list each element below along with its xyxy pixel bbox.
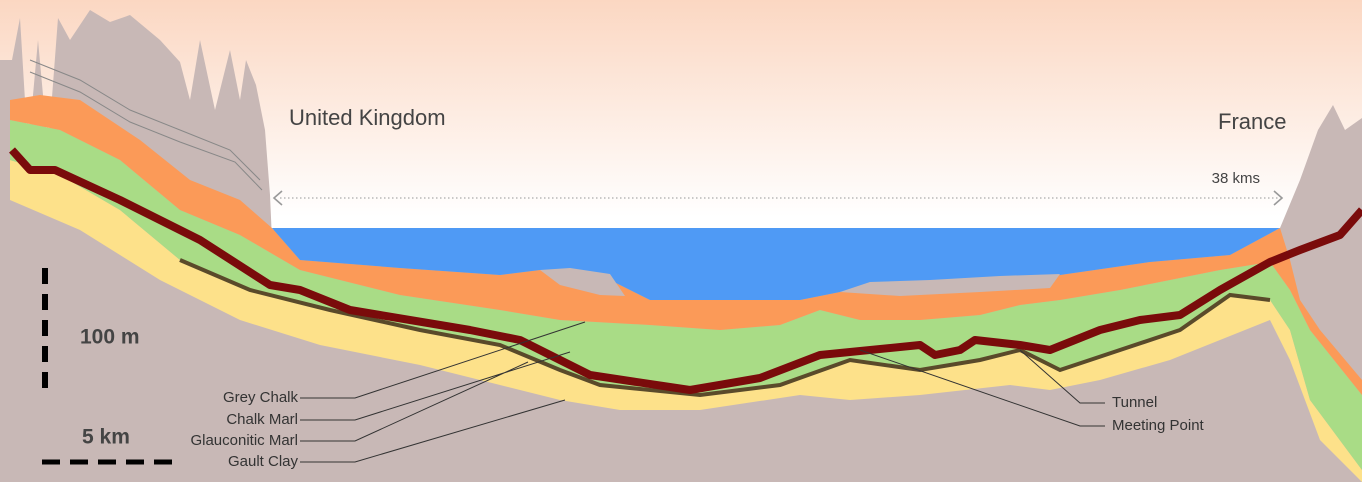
country-label: France — [1218, 109, 1286, 134]
layer-label: Grey Chalk — [223, 389, 299, 406]
callout-label: Tunnel — [1112, 394, 1157, 411]
scale-label: 5 km — [82, 426, 130, 449]
layer-label: Gault Clay — [228, 453, 299, 470]
layer-label: Chalk Marl — [226, 411, 298, 428]
callout-label: Meeting Point — [1112, 417, 1205, 434]
cross-section: United Kingdom France 38 kms 100 m 5 km … — [0, 0, 1362, 482]
distance-label: 38 kms — [1212, 170, 1260, 187]
layer-label: Glauconitic Marl — [190, 432, 298, 449]
country-label: United Kingdom — [289, 105, 446, 130]
scale-label: 100 m — [80, 326, 140, 349]
